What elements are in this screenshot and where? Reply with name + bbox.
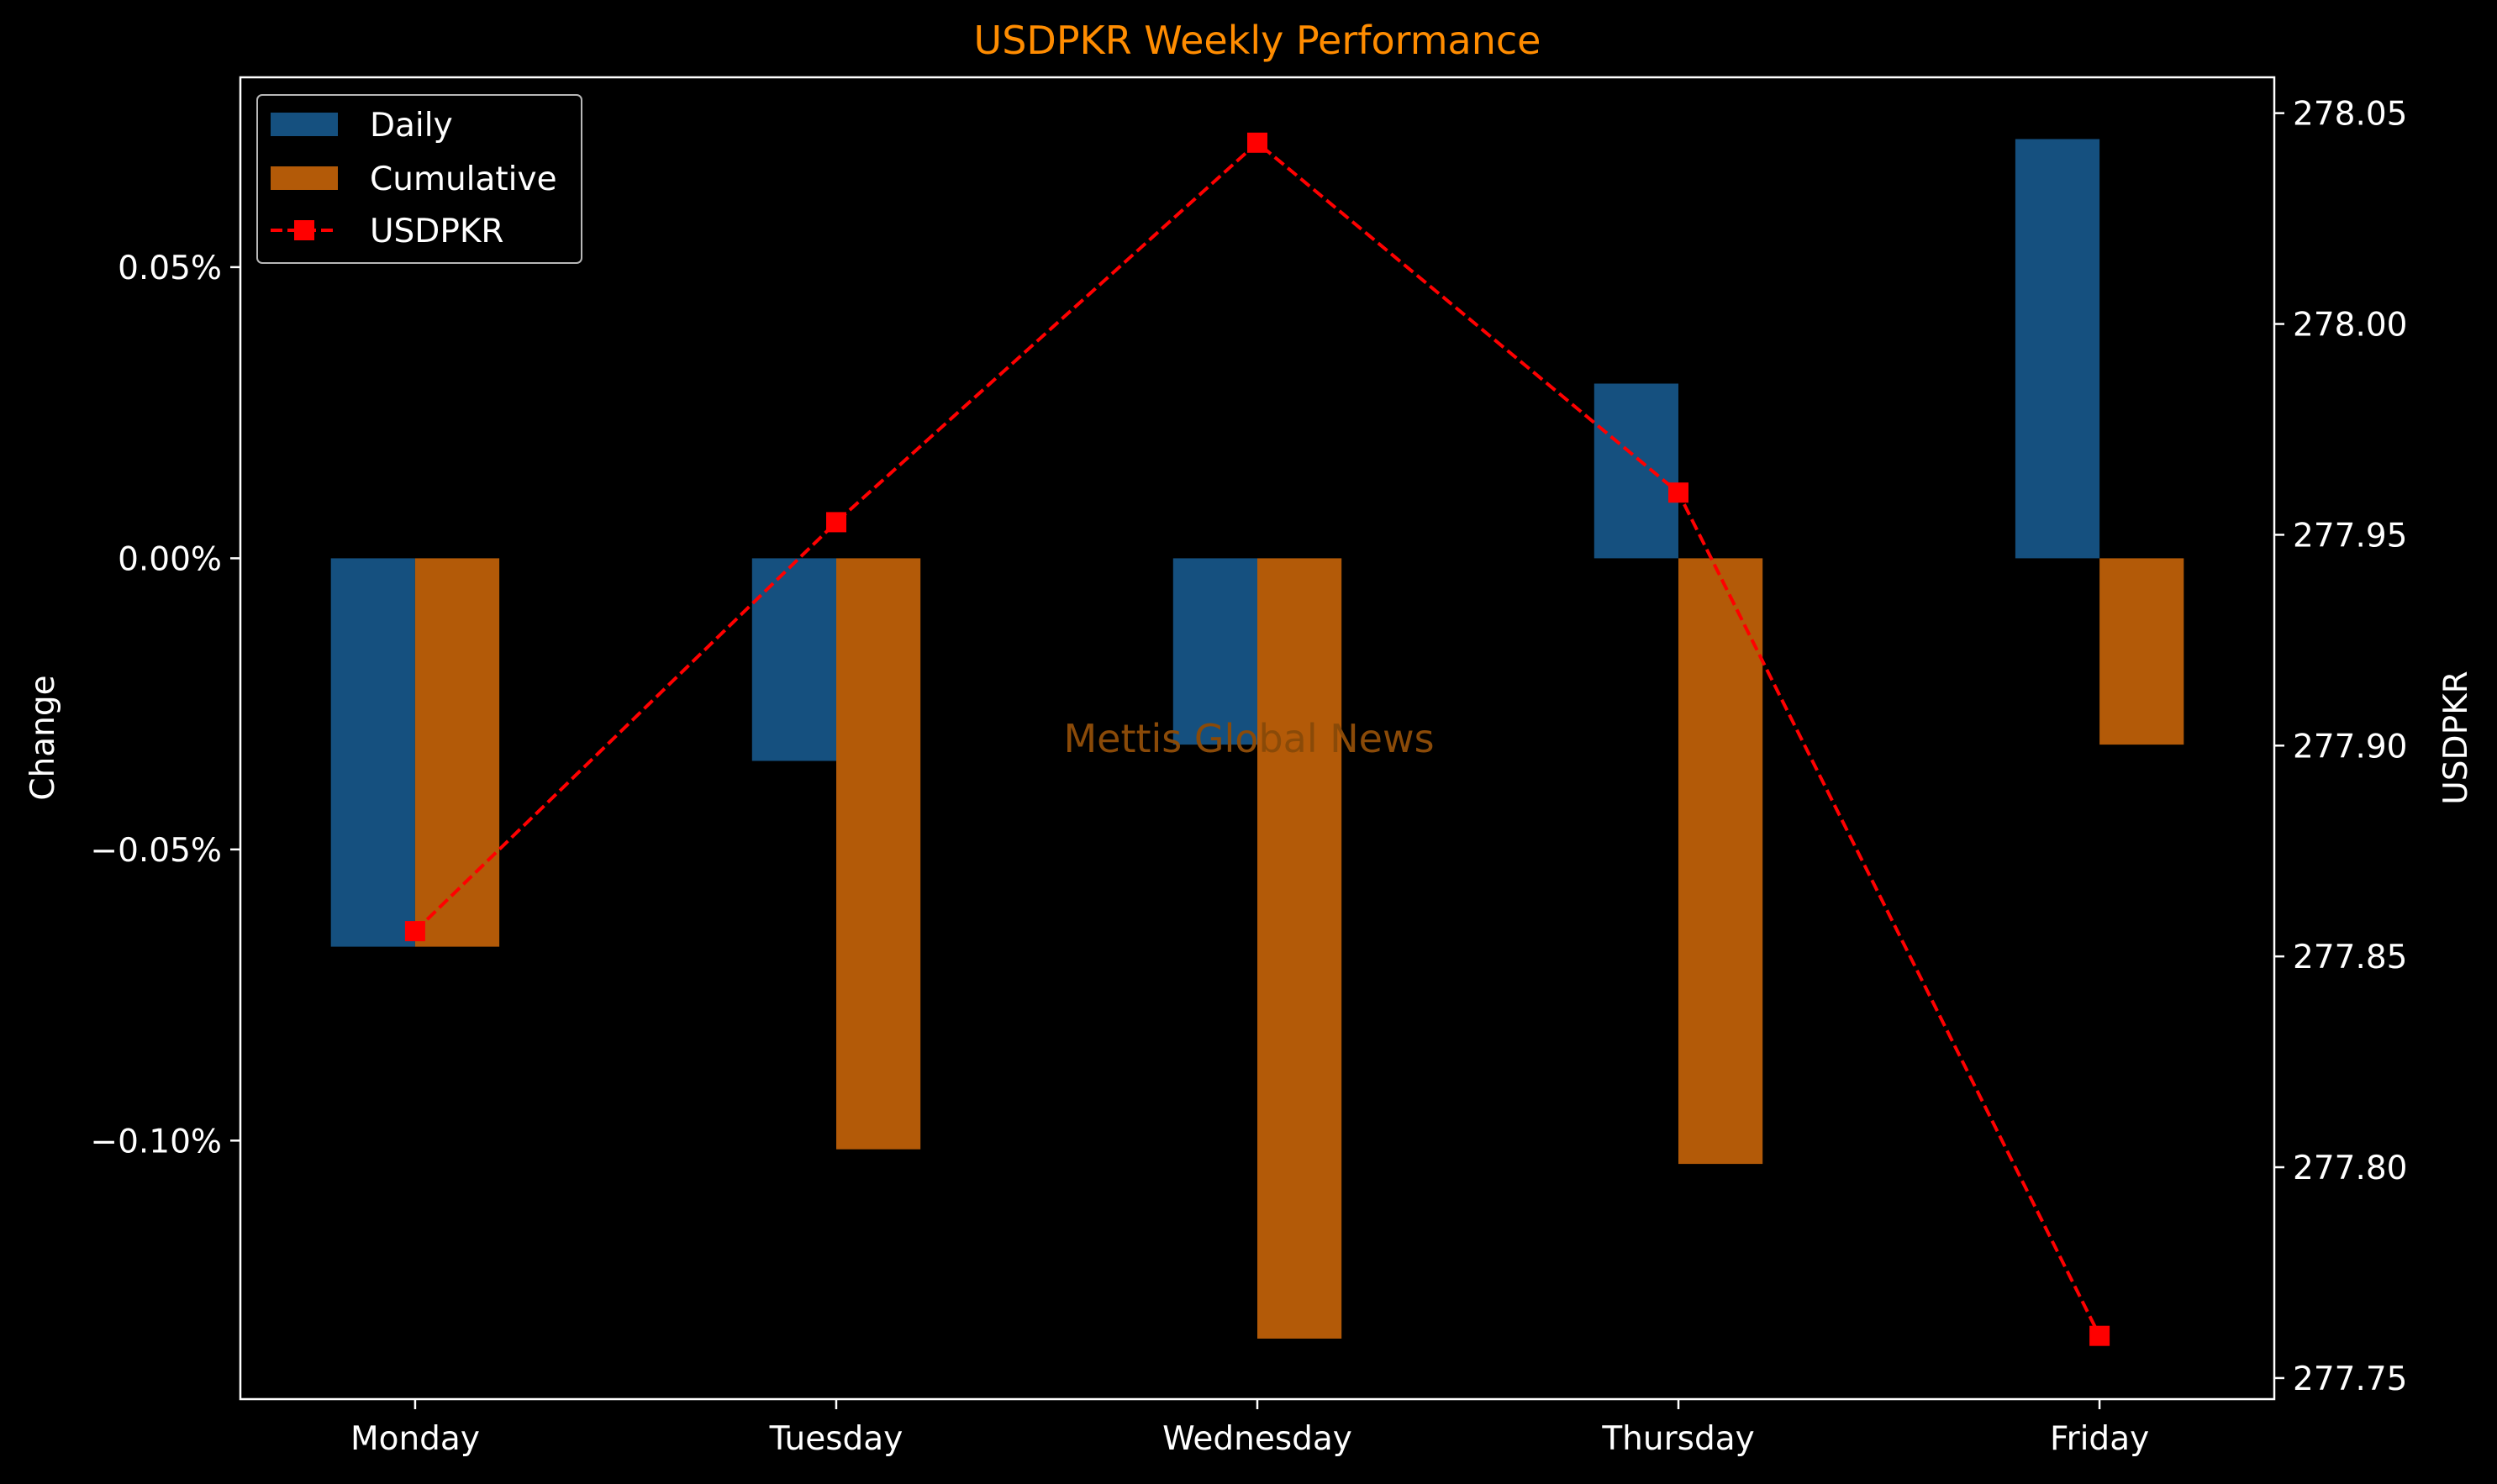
bars-layer	[330, 139, 2184, 1339]
usdpkr-marker-wednesday	[1247, 132, 1267, 153]
watermark: Mettis Global News	[1063, 716, 1434, 761]
bar-cumulative-monday	[414, 558, 500, 947]
y2-tick-label: 277.75	[2293, 1360, 2407, 1398]
usdpkr-marker-tuesday	[826, 512, 846, 533]
y-axis-label: Change	[24, 675, 62, 800]
bar-daily-tuesday	[751, 558, 836, 761]
x-tick-label: Friday	[2050, 1420, 2149, 1458]
legend-swatch-daily	[271, 113, 338, 136]
y2-tick-label: 277.85	[2293, 939, 2407, 976]
y2-tick-label: 278.00	[2293, 307, 2407, 345]
bar-daily-friday	[2015, 139, 2100, 559]
y2-tick-label: 278.05	[2293, 96, 2407, 134]
y-tick-label: 0.00%	[118, 540, 222, 578]
y-tick-label: −0.05%	[90, 832, 222, 870]
x-tick-label: Monday	[350, 1420, 480, 1458]
legend-swatch-usdpkr-marker	[294, 220, 314, 240]
usdpkr-marker-friday	[2089, 1325, 2110, 1346]
bar-cumulative-wednesday	[1257, 558, 1342, 1339]
y2-axis-label: USDPKR	[2437, 671, 2475, 805]
legend-label-usdpkr: USDPKR	[370, 213, 504, 250]
y2-tick-label: 277.95	[2293, 517, 2407, 555]
left-axis: 0.05% 0.00% −0.05% −0.10%	[90, 250, 240, 1160]
right-axis: 278.05 278.00 277.95 277.90 277.85 277.80 277.…	[2274, 96, 2407, 1398]
usdpkr-marker-monday	[404, 921, 425, 942]
legend-label-daily: Daily	[370, 107, 453, 145]
y2-tick-label: 277.90	[2293, 728, 2407, 766]
x-tick-label: Wednesday	[1162, 1420, 1352, 1458]
line-layer	[404, 132, 2110, 1346]
usdpkr-marker-thursday	[1668, 482, 1688, 503]
bar-daily-thursday	[1594, 383, 1678, 559]
x-axis: Monday Tuesday Wednesday Thursday Friday	[350, 1399, 2149, 1458]
bar-cumulative-thursday	[1678, 558, 1763, 1165]
bar-daily-wednesday	[1172, 558, 1257, 745]
y2-tick-label: 277.80	[2293, 1150, 2407, 1187]
x-tick-label: Tuesday	[769, 1420, 903, 1458]
x-tick-label: Thursday	[1601, 1420, 1754, 1458]
legend-swatch-cumulative	[271, 166, 338, 190]
legend-box	[256, 94, 582, 264]
bar-cumulative-friday	[2099, 558, 2184, 745]
bar-daily-monday	[330, 558, 415, 947]
legend-label-cumulative: Cumulative	[370, 161, 557, 198]
chart-title: USDPKR Weekly Performance	[974, 18, 1541, 63]
bar-cumulative-tuesday	[836, 558, 921, 1150]
y-tick-label: 0.05%	[118, 250, 222, 287]
y-tick-label: −0.10%	[90, 1123, 222, 1160]
legend: Daily Cumulative USDPKR	[256, 94, 582, 264]
